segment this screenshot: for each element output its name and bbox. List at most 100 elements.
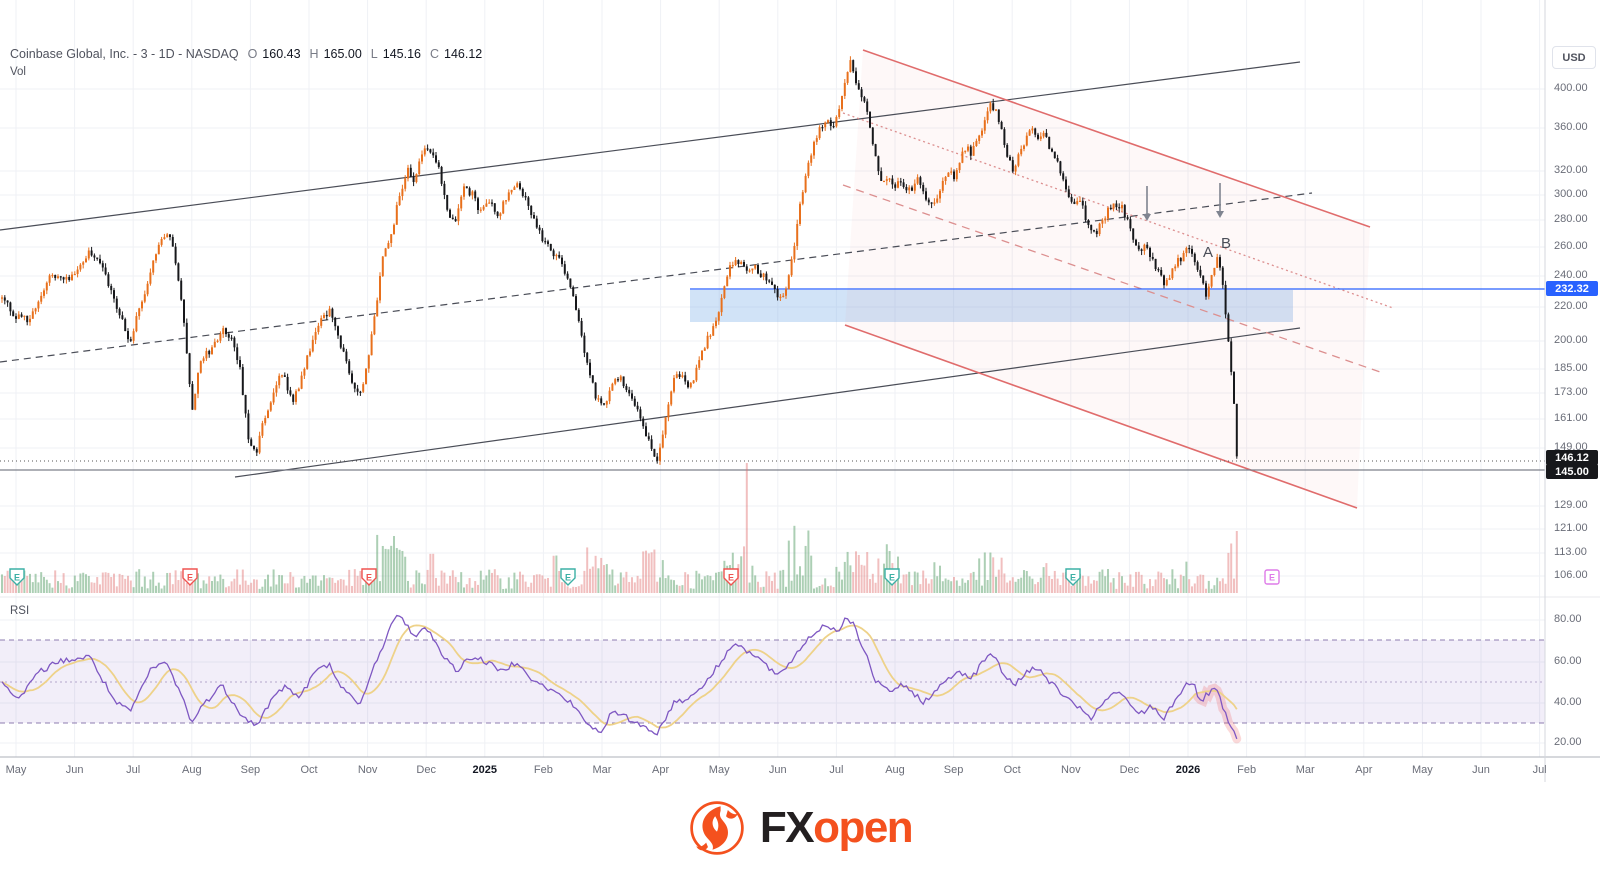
rsi-ma-line xyxy=(1,624,1238,729)
symbol-title[interactable]: Coinbase Global, Inc. - 3 - 1D - NASDAQ xyxy=(10,47,239,61)
time-axis-label: 2026 xyxy=(1175,764,1201,776)
high-value: 165.00 xyxy=(323,47,362,61)
price-axis-label: 185.00 xyxy=(1554,362,1588,374)
svg-text:E: E xyxy=(187,573,193,583)
broker-footer: FXopen xyxy=(0,788,1600,868)
down-channel-dotted xyxy=(842,112,1394,309)
time-axis-label: Nov xyxy=(1061,764,1081,776)
candlesticks xyxy=(1,56,1238,465)
time-axis-label: Jun xyxy=(1472,764,1490,776)
chart-canvas[interactable]: E E E E E E E E AB xyxy=(0,0,1600,782)
drawing-zones xyxy=(0,50,1545,723)
time-axis-label: May xyxy=(1412,764,1433,776)
time-axis-label: Oct xyxy=(300,764,318,776)
high-label: H xyxy=(309,47,319,61)
wave-letter-label: A xyxy=(1203,244,1213,261)
svg-text:E: E xyxy=(1269,573,1275,583)
time-axis-label: Jul xyxy=(126,764,141,776)
time-axis-label: Jun xyxy=(65,764,84,776)
price-axis-label: 400.00 xyxy=(1554,82,1588,94)
price-axis-label: 60.00 xyxy=(1554,655,1582,667)
down-channel-fill xyxy=(845,50,1370,508)
svg-text:E: E xyxy=(1070,573,1076,583)
symbol-legend: Coinbase Global, Inc. - 3 - 1D - NASDAQ … xyxy=(10,46,482,81)
time-axis-label: 2025 xyxy=(472,764,498,776)
svg-text:E: E xyxy=(889,573,895,583)
svg-text:E: E xyxy=(14,573,20,583)
supply-zone xyxy=(690,290,1293,322)
time-axis-label: May xyxy=(708,764,730,776)
rsi-indicator-label[interactable]: RSI xyxy=(10,605,30,617)
open-value: 160.43 xyxy=(262,47,301,61)
rsi-line xyxy=(1,614,1238,740)
earnings-marker[interactable]: E xyxy=(560,568,576,586)
currency-toggle-button[interactable]: USD xyxy=(1552,46,1596,69)
svg-text:E: E xyxy=(565,573,571,583)
down-channel-bottom xyxy=(844,324,1358,509)
time-axis-label: Jun xyxy=(768,764,787,776)
grid-lines xyxy=(0,0,1545,757)
price-axis-label: 260.00 xyxy=(1554,240,1588,252)
rsi-band xyxy=(0,640,1545,723)
down-arrow-icon xyxy=(1216,211,1224,218)
up-channel-bottom xyxy=(234,327,1301,478)
price-axis-label: 106.00 xyxy=(1554,569,1588,581)
time-axis-label: Oct xyxy=(1003,764,1021,776)
time-axis-label: Dec xyxy=(1119,764,1140,776)
time-axis-label: Apr xyxy=(1355,764,1373,776)
svg-text:E: E xyxy=(728,573,734,583)
time-axis[interactable]: May Jun Jul Aug Sep Oct Nov Dec 2025 Feb Mar Apr May… xyxy=(0,760,1600,782)
price-axis-label: 300.00 xyxy=(1554,188,1588,200)
annotations: AB xyxy=(1143,183,1231,261)
price-tag: 232.32 xyxy=(1546,281,1598,296)
time-axis-label: Mar xyxy=(1295,764,1315,776)
price-tag: 145.00 xyxy=(1546,464,1598,479)
fxopen-emblem-icon xyxy=(690,801,744,855)
earnings-marker[interactable]: E xyxy=(884,568,900,586)
low-label: L xyxy=(370,47,378,61)
price-axis-label: 40.00 xyxy=(1554,696,1582,708)
earnings-marker[interactable]: E xyxy=(361,568,377,586)
earnings-marker[interactable]: E xyxy=(723,568,739,586)
wave-letter-label: B xyxy=(1221,235,1231,252)
down-arrow-icon xyxy=(1143,214,1151,221)
up-channel-mid xyxy=(0,192,1313,363)
price-axis-label: 173.00 xyxy=(1554,386,1588,398)
time-axis-label: May xyxy=(5,764,27,776)
time-axis-label: Jul xyxy=(1532,764,1547,776)
volume-indicator-label[interactable]: Vol xyxy=(10,66,26,78)
time-axis-label: Nov xyxy=(357,764,378,776)
open-label: O xyxy=(247,47,258,61)
time-axis-label: Mar xyxy=(592,764,612,776)
pane-dividers xyxy=(0,0,1600,782)
fxopen-wordmark: FXopen xyxy=(759,803,914,852)
price-axis-label: 320.00 xyxy=(1554,164,1588,176)
price-axis-label: 240.00 xyxy=(1554,269,1588,281)
fxopen-logo: FXopen xyxy=(688,799,914,857)
time-axis-label: Sep xyxy=(240,764,261,776)
price-axis-label: 280.00 xyxy=(1554,213,1588,225)
logo-fx-text: FX xyxy=(759,803,815,852)
rsi-pane xyxy=(1,614,1242,744)
price-axis-label: 20.00 xyxy=(1554,736,1582,748)
price-axis-label: 80.00 xyxy=(1554,613,1582,625)
price-axis-label: 113.00 xyxy=(1554,546,1587,558)
time-axis-label: Jul xyxy=(829,764,844,776)
price-tag: 146.12 xyxy=(1546,450,1598,465)
time-axis-label: Feb xyxy=(533,764,553,776)
trend-lines xyxy=(0,49,1545,724)
time-axis-label: Dec xyxy=(416,764,436,776)
earnings-marker[interactable]: E xyxy=(1065,568,1081,586)
time-axis-label: Apr xyxy=(652,764,670,776)
earnings-marker[interactable]: E xyxy=(1264,569,1280,585)
price-axis[interactable]: 400.00 360.00 320.00 300.00 280.00 260.00 240.… xyxy=(1546,0,1600,782)
earnings-marker[interactable]: E xyxy=(182,568,198,586)
earnings-marker[interactable]: E xyxy=(9,568,25,586)
time-axis-label: Aug xyxy=(885,764,905,776)
down-channel-dashed xyxy=(842,184,1381,373)
volume-bars xyxy=(1,463,1238,593)
up-channel-top xyxy=(0,61,1301,231)
price-axis-label: 121.00 xyxy=(1554,522,1588,534)
